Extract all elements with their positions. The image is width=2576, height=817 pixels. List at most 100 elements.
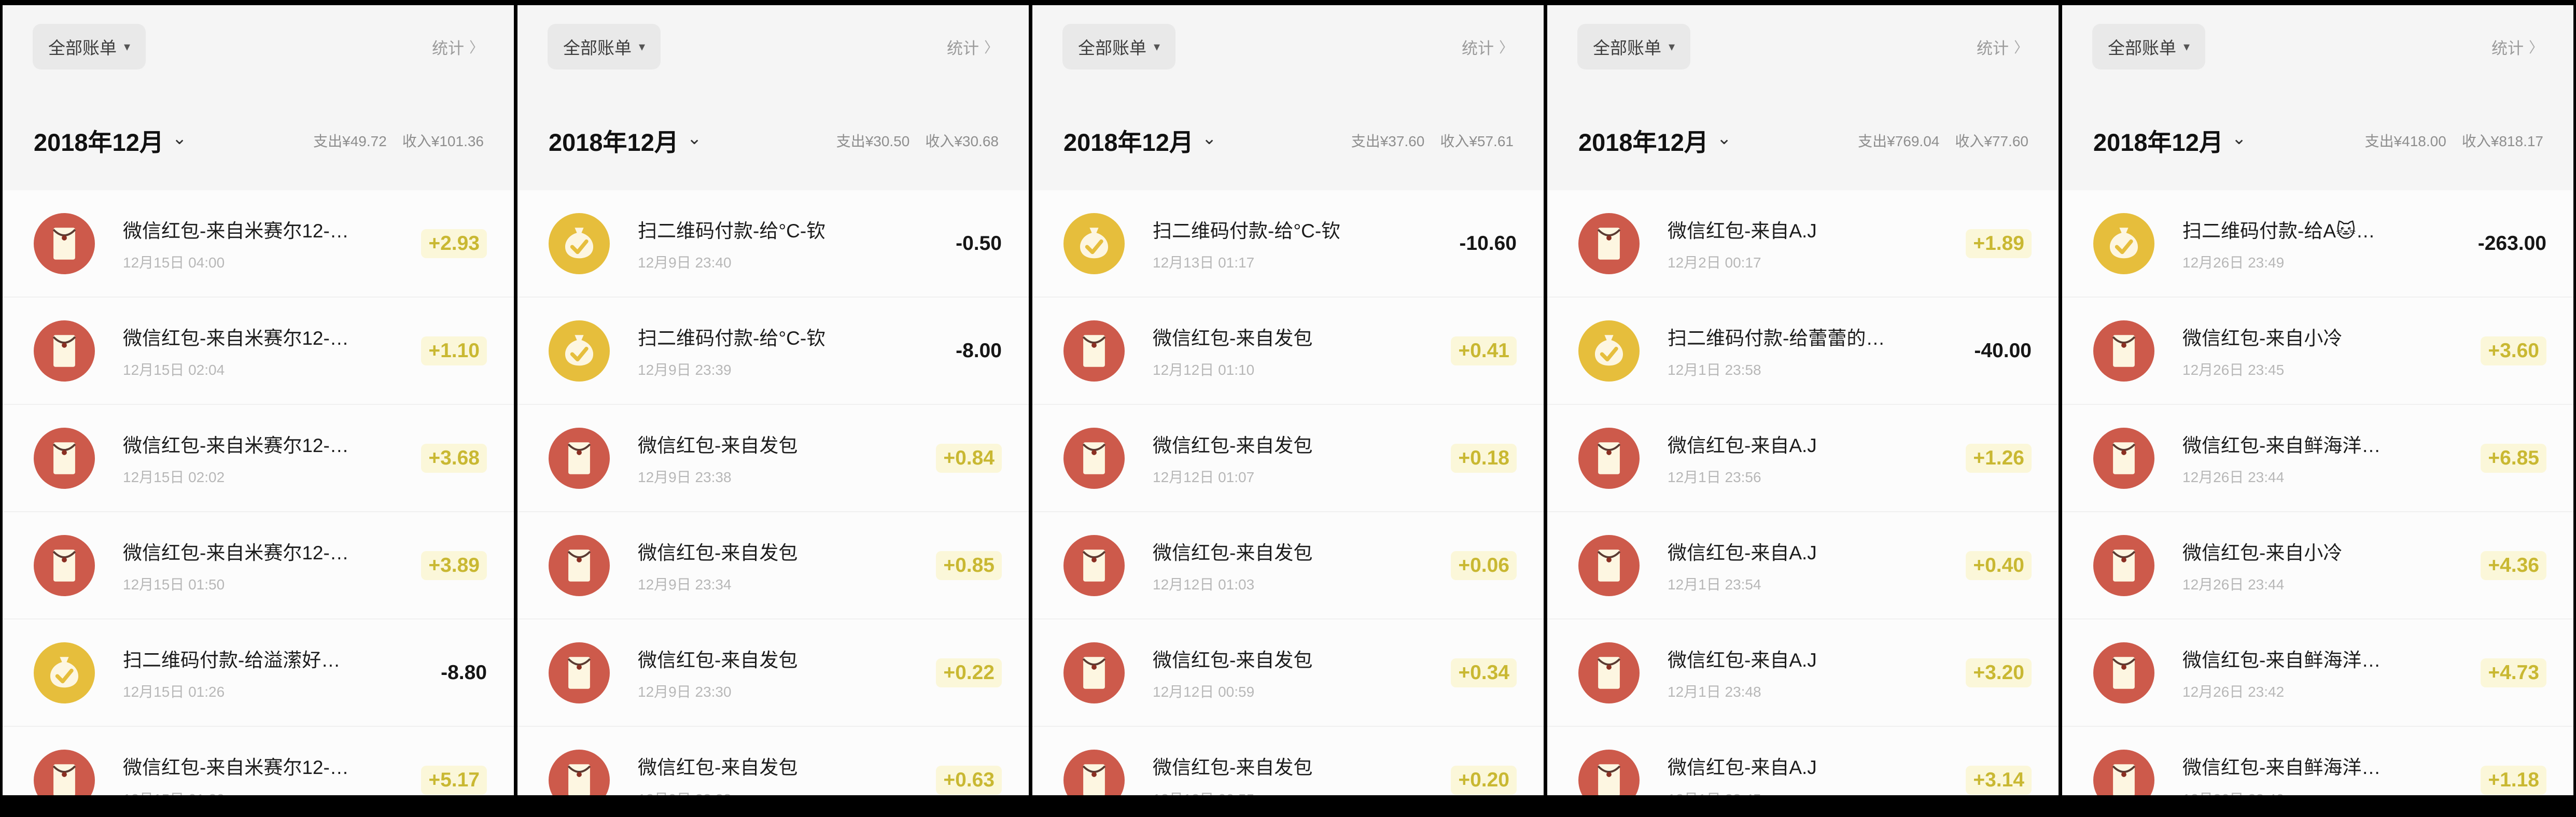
- transaction-row[interactable]: 扫二维码付款-给°C-钦 12月13日 01:17 -10.60: [1032, 190, 1544, 297]
- statistics-link[interactable]: 统计 〉: [2491, 35, 2543, 59]
- chevron-down-icon: ⌄: [2231, 128, 2247, 148]
- transaction-amount: +1.89: [1966, 229, 2032, 258]
- red-envelope-icon: [1063, 534, 1125, 596]
- expense-total: 支出¥30.50: [836, 133, 910, 149]
- transaction-row[interactable]: 微信红包-来自小冷 12月26日 23:44 +4.36: [2062, 511, 2573, 618]
- transaction-row[interactable]: 微信红包-来自发包 12月12日 00:55 +0.20: [1032, 726, 1544, 795]
- dropdown-caret-icon: ▾: [124, 39, 131, 54]
- transaction-amount: +0.63: [936, 765, 1002, 795]
- month-selector[interactable]: 2018年12月 ⌄: [1578, 122, 1731, 158]
- transaction-row[interactable]: 微信红包-来自发包 12月12日 00:59 +0.34: [1032, 618, 1544, 726]
- red-envelope-icon: [34, 213, 95, 274]
- expense-total: 支出¥49.72: [313, 133, 387, 149]
- red-envelope-icon: [1063, 642, 1125, 703]
- transaction-row[interactable]: 微信红包-来自鲜海洋… 12月26日 23:42 +4.73: [2062, 618, 2573, 726]
- transaction-row[interactable]: 微信红包-来自发包 12月9日 23:30 +0.22: [517, 618, 1029, 726]
- red-envelope-icon: [549, 427, 610, 489]
- month-label: 2018年12月: [549, 129, 679, 156]
- transaction-amount: +1.10: [421, 336, 487, 365]
- statistics-link[interactable]: 统计 〉: [1977, 35, 2028, 59]
- all-bills-dropdown[interactable]: 全部账单 ▾: [548, 24, 661, 69]
- transaction-amount: +5.17: [421, 765, 487, 795]
- all-bills-dropdown[interactable]: 全部账单 ▾: [2092, 24, 2206, 69]
- month-selector[interactable]: 2018年12月 ⌄: [34, 122, 187, 158]
- transaction-date: 12月9日 23:28: [638, 788, 926, 796]
- red-envelope-icon: [1578, 534, 1640, 596]
- transaction-date: 12月12日 00:59: [1153, 683, 1255, 700]
- transaction-row[interactable]: 微信红包-来自A.J 12月1日 23:56 +1.26: [1547, 404, 2059, 511]
- transaction-row[interactable]: 微信红包-来自小冷 12月26日 23:45 +3.60: [2062, 297, 2573, 404]
- transaction-row[interactable]: 微信红包-来自A.J 12月1日 23:45 +3.14: [1547, 726, 2059, 795]
- transaction-row[interactable]: 微信红包-来自米赛尔12-… 12月15日 01:50 +3.89: [3, 511, 514, 618]
- transaction-amount: +0.40: [1966, 551, 2032, 580]
- transaction-row[interactable]: 微信红包-来自发包 12月12日 01:07 +0.18: [1032, 404, 1544, 511]
- transaction-date: 12月15日 01:26: [123, 683, 225, 700]
- statistics-link[interactable]: 统计 〉: [1462, 35, 1514, 59]
- transaction-date: 12月13日 01:17: [1153, 254, 1255, 271]
- dropdown-caret-icon: ▾: [639, 39, 646, 54]
- money-bag-icon: [549, 213, 610, 274]
- nav-bar: 全部账单 ▾ 统计 〉: [1032, 5, 1544, 88]
- dropdown-caret-icon: ▾: [1669, 39, 1675, 54]
- nav-bar: 全部账单 ▾ 统计 〉: [517, 5, 1029, 88]
- month-label: 2018年12月: [1578, 129, 1709, 156]
- transaction-name: 微信红包-来自发包: [1153, 542, 1313, 564]
- transaction-name: 微信红包-来自发包: [638, 434, 798, 456]
- nav-bar: 全部账单 ▾ 统计 〉: [1547, 5, 2059, 88]
- transaction-row[interactable]: 扫二维码付款-给蕾蕾的… 12月1日 23:58 -40.00: [1547, 297, 2059, 404]
- statistics-link[interactable]: 统计 〉: [432, 35, 484, 59]
- month-selector[interactable]: 2018年12月 ⌄: [2093, 122, 2246, 158]
- transaction-row[interactable]: 扫二维码付款-给°C-钦 12月9日 23:40 -0.50: [517, 190, 1029, 297]
- transaction-row[interactable]: 微信红包-来自发包 12月12日 01:10 +0.41: [1032, 297, 1544, 404]
- transaction-amount: +3.89: [421, 551, 487, 580]
- transaction-row[interactable]: 扫二维码付款-给溢潆好… 12月15日 01:26 -8.80: [3, 618, 514, 726]
- transaction-name: 微信红包-来自鲜海洋…: [2182, 649, 2381, 671]
- transaction-row[interactable]: 微信红包-来自米赛尔12-… 12月15日 04:00 +2.93: [3, 190, 514, 297]
- month-selector[interactable]: 2018年12月 ⌄: [1063, 122, 1216, 158]
- transaction-row[interactable]: 微信红包-来自A.J 12月1日 23:48 +3.20: [1547, 618, 2059, 726]
- transaction-date: 12月15日 02:04: [123, 361, 225, 378]
- chevron-right-icon: 〉: [984, 39, 999, 55]
- transaction-row[interactable]: 微信红包-来自发包 12月9日 23:34 +0.85: [517, 511, 1029, 618]
- income-total: 收入¥30.68: [925, 133, 999, 149]
- bill-panel-5: 全部账单 ▾ 统计 〉 2018年12月 ⌄ 支出¥418.00 收入¥818.…: [2062, 5, 2573, 795]
- bill-panel-4: 全部账单 ▾ 统计 〉 2018年12月 ⌄ 支出¥769.04 收入¥77.6…: [1547, 5, 2059, 795]
- month-label: 2018年12月: [1063, 129, 1194, 156]
- transaction-row[interactable]: 微信红包-来自A.J 12月2日 00:17 +1.89: [1547, 190, 2059, 297]
- all-bills-dropdown[interactable]: 全部账单 ▾: [33, 24, 146, 69]
- transaction-name: 微信红包-来自小冷: [2182, 327, 2343, 349]
- transaction-date: 12月26日 23:44: [2182, 576, 2285, 593]
- chevron-right-icon: 〉: [1499, 39, 1514, 55]
- transaction-row[interactable]: 扫二维码付款-给A🐱… 12月26日 23:49 -263.00: [2062, 190, 2573, 297]
- red-envelope-icon: [34, 749, 95, 795]
- red-envelope-icon: [1063, 427, 1125, 489]
- transaction-row[interactable]: 微信红包-来自发包 12月12日 01:03 +0.06: [1032, 511, 1544, 618]
- transaction-row[interactable]: 微信红包-来自发包 12月9日 23:28 +0.63: [517, 726, 1029, 795]
- transaction-row[interactable]: 微信红包-来自鲜海洋… 12月26日 23:44 +6.85: [2062, 404, 2573, 511]
- transaction-row[interactable]: 微信红包-来自米赛尔12-… 12月15日 01:20 +5.17: [3, 726, 514, 795]
- transaction-name: 微信红包-来自米赛尔12-…: [123, 220, 349, 242]
- red-envelope-icon: [34, 427, 95, 489]
- transaction-date: 12月12日 01:10: [1153, 361, 1255, 378]
- expense-total: 支出¥418.00: [2364, 133, 2446, 149]
- transaction-date: 12月9日 23:40: [638, 254, 732, 271]
- all-bills-dropdown[interactable]: 全部账单 ▾: [1062, 24, 1176, 69]
- transaction-row[interactable]: 微信红包-来自发包 12月9日 23:38 +0.84: [517, 404, 1029, 511]
- statistics-link[interactable]: 统计 〉: [947, 35, 999, 59]
- transaction-row[interactable]: 微信红包-来自鲜海洋… 12月26日 23:40 +1.18: [2062, 726, 2573, 795]
- transaction-row[interactable]: 微信红包-来自米赛尔12-… 12月15日 02:04 +1.10: [3, 297, 514, 404]
- transaction-row[interactable]: 微信红包-来自A.J 12月1日 23:54 +0.40: [1547, 511, 2059, 618]
- transaction-name: 微信红包-来自小冷: [2182, 542, 2343, 564]
- transaction-row[interactable]: 微信红包-来自米赛尔12-… 12月15日 02:02 +3.68: [3, 404, 514, 511]
- transaction-date: 12月15日 04:00: [123, 254, 225, 271]
- transaction-amount: +0.41: [1451, 336, 1517, 365]
- transaction-date: 12月9日 23:38: [638, 469, 732, 485]
- transaction-name: 微信红包-来自A.J: [1668, 220, 1817, 242]
- transaction-amount: +4.36: [2481, 551, 2546, 580]
- month-header: 2018年12月 ⌄ 支出¥769.04 收入¥77.60: [1547, 88, 2059, 177]
- transaction-row[interactable]: 扫二维码付款-给°C-钦 12月9日 23:39 -8.00: [517, 297, 1029, 404]
- month-selector[interactable]: 2018年12月 ⌄: [549, 122, 702, 158]
- transaction-list: 扫二维码付款-给A🐱… 12月26日 23:49 -263.00 微信红包-来自小冷 1…: [2062, 190, 2573, 795]
- all-bills-dropdown[interactable]: 全部账单 ▾: [1577, 24, 1691, 69]
